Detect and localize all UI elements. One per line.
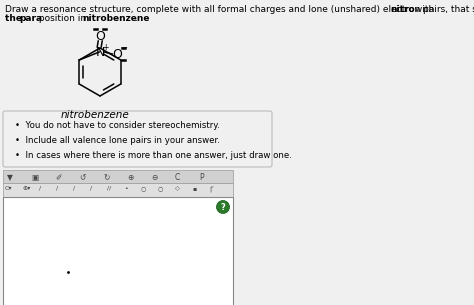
Text: ○: ○	[158, 186, 164, 191]
Text: −: −	[120, 44, 127, 52]
Text: ▣: ▣	[31, 173, 38, 182]
Text: nitro: nitro	[390, 5, 415, 14]
Text: ○: ○	[141, 186, 146, 191]
Text: ▼: ▼	[7, 173, 13, 182]
Text: ?: ?	[220, 203, 225, 212]
Text: ▪: ▪	[192, 186, 196, 191]
Text: /: /	[56, 186, 58, 191]
Text: •  Include all valence lone pairs in your answer.: • Include all valence lone pairs in your…	[15, 136, 220, 145]
Text: ↻: ↻	[103, 173, 109, 182]
Text: /: /	[90, 186, 92, 191]
Text: |ᴾ: |ᴾ	[209, 186, 213, 192]
Text: ⊕: ⊕	[127, 173, 133, 182]
Bar	[3, 183, 233, 197]
Bar	[3, 197, 233, 305]
Text: •  In cases where there is more than one answer, just draw one.: • In cases where there is more than one …	[15, 151, 292, 160]
Text: O: O	[95, 30, 105, 42]
Text: •: •	[124, 186, 128, 191]
Text: ◇: ◇	[175, 186, 180, 191]
Text: ⊕▾: ⊕▾	[22, 186, 30, 191]
Text: the: the	[5, 14, 25, 23]
Text: C: C	[175, 173, 180, 182]
Text: ✐: ✐	[55, 173, 61, 182]
Bar	[3, 170, 233, 183]
Text: ↺: ↺	[79, 173, 85, 182]
Text: ⊖: ⊖	[151, 173, 157, 182]
Text: Draw a resonance structure, complete with all formal charges and lone (unshared): Draw a resonance structure, complete wit…	[5, 5, 474, 14]
Text: position in: position in	[36, 14, 89, 23]
Text: C▾: C▾	[5, 186, 12, 191]
Text: •  You do not have to consider stereochemistry.: • You do not have to consider stereochem…	[15, 121, 220, 130]
Text: para: para	[19, 14, 42, 23]
Circle shape	[217, 200, 229, 214]
Text: +: +	[102, 42, 109, 52]
Text: N: N	[96, 46, 105, 59]
Text: nitrobenzene: nitrobenzene	[82, 14, 149, 23]
Text: .: .	[135, 14, 138, 23]
Text: with: with	[412, 5, 434, 14]
Text: nitrobenzene: nitrobenzene	[61, 110, 129, 120]
FancyBboxPatch shape	[3, 111, 272, 167]
Text: /: /	[39, 186, 41, 191]
Text: //: //	[107, 186, 111, 191]
Text: /: /	[73, 186, 75, 191]
Text: P: P	[199, 173, 204, 182]
Text: O: O	[112, 48, 122, 60]
